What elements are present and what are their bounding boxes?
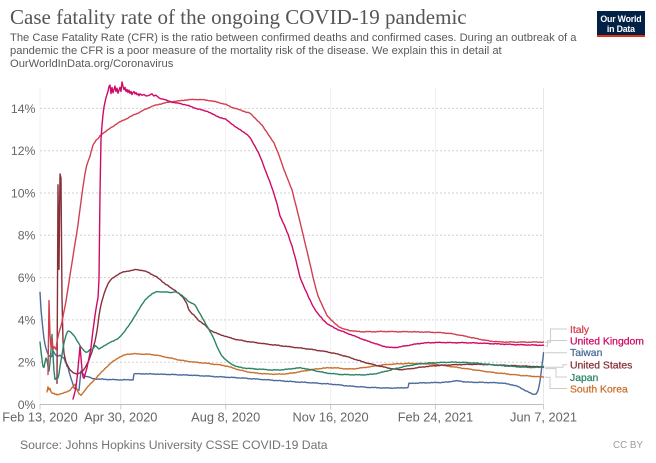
svg-text:Japan: Japan xyxy=(570,373,599,384)
svg-text:Italy: Italy xyxy=(570,325,590,336)
svg-text:12%: 12% xyxy=(11,144,36,158)
svg-text:United States: United States xyxy=(570,361,632,372)
svg-text:0%: 0% xyxy=(18,398,36,412)
svg-text:Nov 16, 2020: Nov 16, 2020 xyxy=(293,410,369,425)
svg-text:Feb 13, 2020: Feb 13, 2020 xyxy=(2,410,77,425)
svg-text:United Kingdom: United Kingdom xyxy=(570,337,644,348)
svg-text:2%: 2% xyxy=(18,356,36,370)
svg-text:Feb 24, 2021: Feb 24, 2021 xyxy=(398,410,473,425)
svg-text:8%: 8% xyxy=(18,229,36,243)
svg-text:Taiwan: Taiwan xyxy=(570,348,603,359)
svg-text:Jun 7, 2021: Jun 7, 2021 xyxy=(510,410,577,425)
svg-text:Aug 8, 2020: Aug 8, 2020 xyxy=(191,410,260,425)
svg-text:10%: 10% xyxy=(11,186,36,200)
svg-text:4%: 4% xyxy=(18,313,36,327)
svg-text:14%: 14% xyxy=(11,102,36,116)
svg-text:Apr 30, 2020: Apr 30, 2020 xyxy=(84,410,157,425)
svg-text:6%: 6% xyxy=(18,271,36,285)
svg-text:South Korea: South Korea xyxy=(570,385,628,396)
